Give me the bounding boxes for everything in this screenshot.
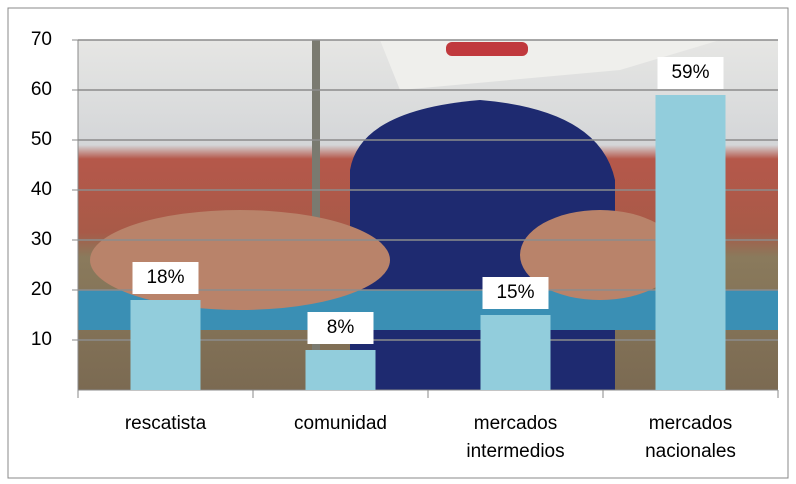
bar [655, 95, 726, 390]
value-label-box [307, 312, 374, 344]
y-tick-label: 30 [31, 229, 52, 250]
value-label: 59% [671, 62, 709, 83]
cap [446, 42, 528, 56]
x-tick-label: mercados nacionales [645, 413, 736, 462]
value-label-box [657, 57, 724, 89]
bar [305, 350, 376, 390]
pole [312, 40, 320, 390]
value-label: 15% [496, 282, 534, 303]
y-tick-label: 40 [31, 179, 52, 200]
potatoes [520, 210, 680, 300]
x-tick-label: rescatista [124, 413, 207, 434]
value-label: 18% [146, 267, 184, 288]
y-tick-label: 20 [31, 279, 52, 300]
y-tick-label: 50 [31, 129, 52, 150]
x-tick-label: mercados intermedios [466, 413, 565, 462]
y-tick-label: 10 [31, 329, 52, 350]
value-label-box [132, 262, 199, 294]
value-label: 8% [327, 317, 355, 338]
x-tick-label: comunidad [294, 413, 387, 434]
y-tick-label: 70 [31, 29, 52, 50]
bar [130, 300, 201, 390]
potatoes [90, 210, 390, 310]
bar [480, 315, 551, 390]
value-label-box [482, 277, 549, 309]
y-tick-label: 60 [31, 79, 52, 100]
